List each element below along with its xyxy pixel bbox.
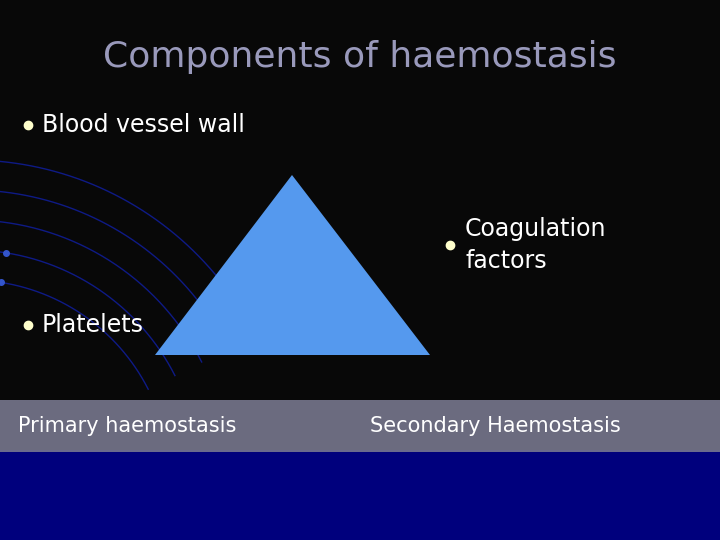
Bar [0, 400, 720, 452]
Text: Blood vessel wall: Blood vessel wall [42, 113, 245, 137]
Text: Coagulation
factors: Coagulation factors [465, 217, 606, 273]
Bar [0, 450, 720, 540]
Text: Secondary Haemostasis: Secondary Haemostasis [370, 416, 621, 436]
Text: Components of haemostasis: Components of haemostasis [103, 40, 617, 74]
Polygon shape [155, 175, 430, 355]
Text: Primary haemostasis: Primary haemostasis [18, 416, 236, 436]
Text: Platelets: Platelets [42, 313, 144, 337]
